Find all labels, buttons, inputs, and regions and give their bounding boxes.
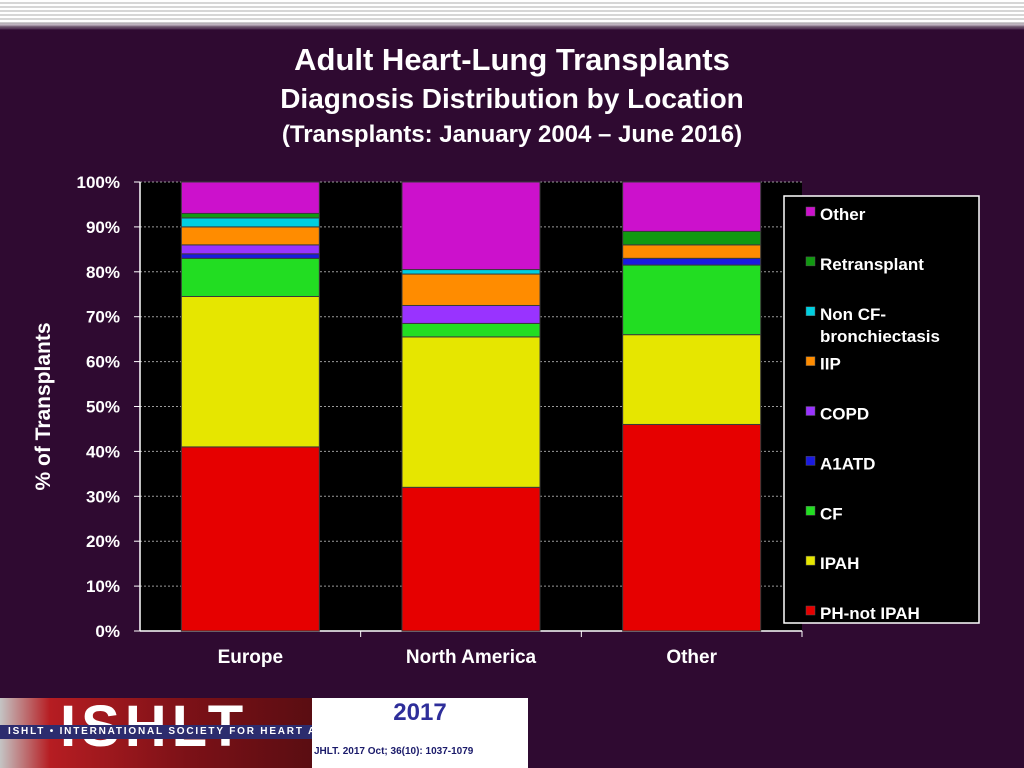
bar-segment	[180, 295, 320, 448]
legend-box	[783, 195, 980, 624]
bar-segment	[401, 269, 541, 275]
chart-date-range: (Transplants: January 2004 – June 2016)	[281, 121, 743, 148]
y-tick-label: 20%	[86, 532, 120, 551]
legend-swatch	[805, 206, 816, 217]
bar-segment	[180, 244, 320, 255]
y-tick-label: 60%	[86, 353, 120, 372]
legend-label: IPAH	[820, 554, 859, 573]
legend-label: COPD	[820, 405, 869, 424]
x-tick-label: North America	[406, 647, 537, 668]
x-tick-label: Europe	[218, 647, 283, 668]
y-tick-label: 50%	[86, 398, 120, 417]
legend-label: Retransplant	[820, 255, 924, 274]
legend-label: bronchiectasis	[820, 327, 940, 346]
title-block: Adult Heart-Lung Transplants Diagnosis D…	[0, 40, 1024, 152]
legend-label: A1ATD	[820, 454, 875, 473]
bar-segment	[180, 181, 320, 214]
bar-segment	[622, 230, 762, 246]
legend-swatch	[805, 406, 816, 416]
legend-swatch	[805, 555, 816, 566]
chart-title: Adult Heart-Lung Transplants	[294, 42, 730, 77]
y-axis-title: % of Transplants	[32, 322, 55, 490]
bar-segment	[622, 257, 762, 266]
legend-swatch	[805, 456, 816, 466]
y-tick-label: 100%	[77, 173, 120, 192]
legend-swatch	[805, 356, 816, 366]
top-gradient-bar	[0, 0, 1024, 30]
legend-label: CF	[820, 504, 843, 523]
bar-segment	[180, 212, 320, 219]
bar-segment	[180, 226, 320, 246]
legend-swatch	[805, 306, 816, 316]
bar-segment	[401, 181, 541, 271]
journal-citation: JHLT. 2017 Oct; 36(10): 1037-1079	[314, 746, 474, 757]
bar-segment	[622, 181, 762, 232]
y-tick-label: 80%	[86, 263, 120, 282]
y-tick-label: 0%	[95, 622, 120, 641]
bar-segment	[180, 446, 320, 632]
bar-segment	[622, 334, 762, 425]
y-tick-label: 40%	[86, 442, 120, 461]
publication-year: 2017	[393, 699, 447, 726]
citation-panel: 2017 JHLT. 2017 Oct; 36(10): 1037-1079	[312, 698, 528, 768]
legend-swatch	[805, 506, 816, 516]
legend-label: Other	[820, 205, 866, 224]
bar-segment	[180, 257, 320, 297]
y-tick-label: 30%	[86, 487, 120, 506]
legend-label: Non CF-	[820, 305, 886, 324]
bar-segment	[622, 264, 762, 336]
bar-segment	[401, 336, 541, 488]
bar-segment	[180, 217, 320, 228]
bar-segment	[401, 304, 541, 324]
legend-label: PH-not IPAH	[820, 604, 920, 623]
x-tick-label: Other	[666, 647, 717, 668]
bar-segment	[622, 423, 762, 632]
bar-segment	[401, 322, 541, 338]
y-tick-label: 70%	[86, 308, 120, 327]
bar-segment	[401, 273, 541, 306]
legend-label: IIP	[820, 355, 841, 374]
legend-swatch	[805, 256, 816, 267]
bar-segment	[180, 253, 320, 259]
chart-subtitle: Diagnosis Distribution by Location	[280, 83, 744, 114]
bar-segment	[622, 244, 762, 259]
y-tick-label: 90%	[86, 218, 120, 237]
stacked-bar-chart: 0% 10% 20% 30% 40% 50% 60% 70% 80% 90% 100% Europe N…	[32, 173, 980, 668]
bar-segment	[401, 486, 541, 632]
y-tick-label: 10%	[86, 577, 120, 596]
legend-swatch	[805, 605, 816, 616]
